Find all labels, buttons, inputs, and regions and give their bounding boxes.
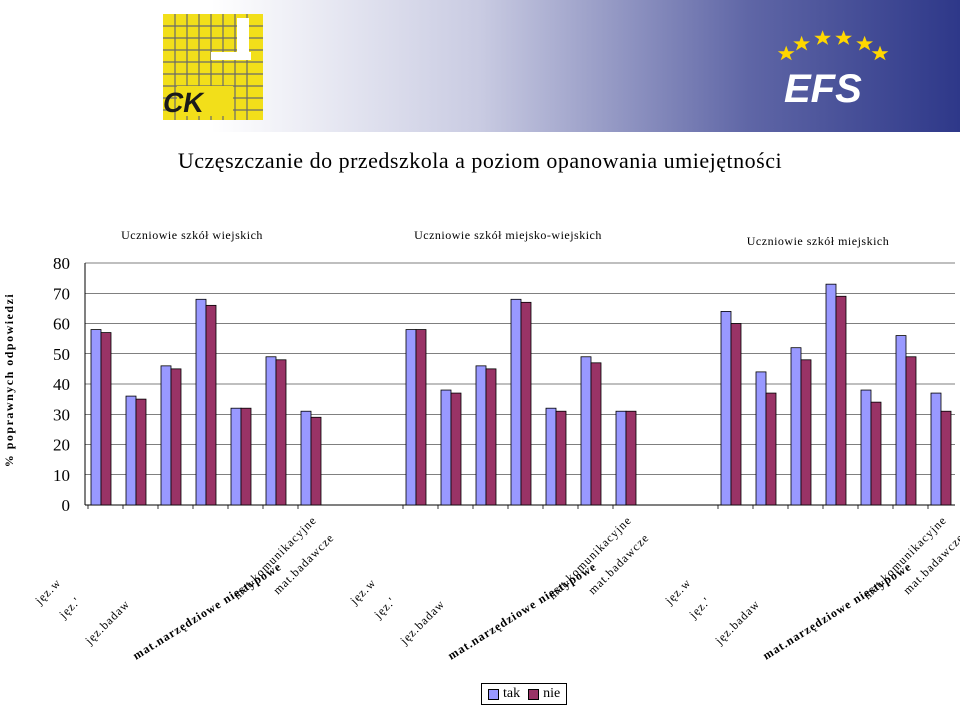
x-tick-label: jęz.': [371, 594, 399, 622]
y-tick-label: 20: [53, 436, 70, 455]
legend-swatch-nie: [528, 688, 540, 700]
bar-nie: [870, 401, 882, 506]
bar-tak: [265, 356, 277, 506]
x-tick-label: jęz.w: [32, 576, 64, 608]
bar-tak: [230, 407, 242, 506]
bar-tak: [860, 389, 872, 506]
star-icon: [777, 45, 795, 61]
efs-logo-text: EFS: [784, 67, 862, 110]
star-icon: [871, 45, 889, 61]
y-tick-label: 70: [53, 284, 70, 303]
legend-label-tak: tak: [503, 686, 521, 701]
x-tick-label: jęz.': [686, 594, 714, 622]
bar-tak: [160, 365, 172, 506]
efs-logo: EFS: [777, 30, 889, 110]
bar-nie: [415, 329, 427, 506]
bar-tak: [895, 335, 907, 506]
header-banner: CK EFS: [0, 0, 960, 132]
bar-nie: [310, 416, 322, 506]
x-tick-label: mat.badawcze: [270, 530, 337, 597]
x-tick-label: jęz.': [56, 594, 84, 622]
bar-tak: [755, 371, 767, 506]
star-icon: [793, 35, 810, 51]
star-icon: [814, 30, 831, 45]
bar-nie: [835, 295, 847, 506]
bar-tak: [125, 395, 137, 506]
x-tick-label: jęz.badaw: [397, 597, 448, 648]
ck-logo-text: CK: [163, 86, 207, 118]
x-tick-label: mat.badawcze: [585, 530, 652, 597]
y-axis-label: % poprawnych odpowiedzi: [2, 293, 16, 468]
y-tick-label: 80: [53, 254, 70, 273]
bar-nie: [765, 392, 777, 506]
bar-chart: 0 10 20 30 40 50 60 70 80 % poprawnych odpowiedzi…: [2, 228, 960, 663]
bar-tak: [440, 389, 452, 506]
bar-tak: [580, 356, 592, 506]
chart-legend: tak nie: [481, 683, 568, 705]
chart-title: Uczęszczanie do przedszkola a poziom opa…: [177, 148, 783, 173]
y-tick-label: 10: [53, 466, 70, 485]
x-tick-label: jęz.badaw: [82, 597, 133, 648]
ck-logo: CK: [163, 14, 263, 120]
bar-nie: [100, 332, 112, 506]
bar-nie: [520, 301, 532, 506]
bar-nie: [485, 368, 497, 506]
y-tick-label: 40: [53, 375, 70, 394]
star-icon: [856, 35, 873, 51]
bar-tak: [195, 298, 207, 506]
legend-label-nie: nie: [543, 686, 561, 701]
bar-tak: [510, 298, 522, 506]
y-tick-label: 60: [53, 315, 70, 334]
bar-tak: [825, 283, 837, 506]
bar-tak: [790, 347, 802, 506]
y-tick-label: 0: [62, 496, 71, 515]
bar-nie: [800, 359, 812, 506]
bar-nie: [590, 362, 602, 506]
bar-nie: [730, 323, 742, 506]
x-tick-label: jęz.w: [662, 576, 694, 608]
bar-nie: [625, 410, 637, 506]
bar-nie: [135, 398, 147, 506]
bar-tak: [90, 329, 102, 506]
legend-swatch-tak: [488, 688, 499, 700]
y-tick-label: 30: [53, 405, 70, 424]
bar-nie: [905, 356, 917, 506]
bar-nie: [275, 359, 287, 506]
bar-tak: [300, 410, 312, 506]
y-tick-label: 50: [53, 345, 70, 364]
star-icon: [835, 30, 852, 45]
bar-tak: [475, 365, 487, 506]
bar-tak: [545, 407, 557, 506]
bar-nie: [170, 368, 182, 506]
group-label: Uczniowie szkół miejskich: [747, 234, 889, 248]
x-tick-label: jęz.w: [347, 576, 379, 608]
bar-tak: [405, 329, 417, 506]
group-label: Uczniowie szkół miejsko-wiejskich: [414, 228, 602, 242]
group-label: Uczniowie szkół wiejskich: [121, 228, 263, 242]
bar-tak: [615, 410, 627, 506]
bar-nie: [940, 410, 952, 506]
bar-nie: [240, 407, 252, 506]
bar-tak: [930, 392, 942, 506]
bar-nie: [555, 410, 567, 506]
bar-nie: [205, 304, 217, 506]
bar-nie: [450, 392, 462, 506]
bar-tak: [720, 311, 732, 506]
x-tick-label: jęz.badaw: [712, 597, 763, 648]
